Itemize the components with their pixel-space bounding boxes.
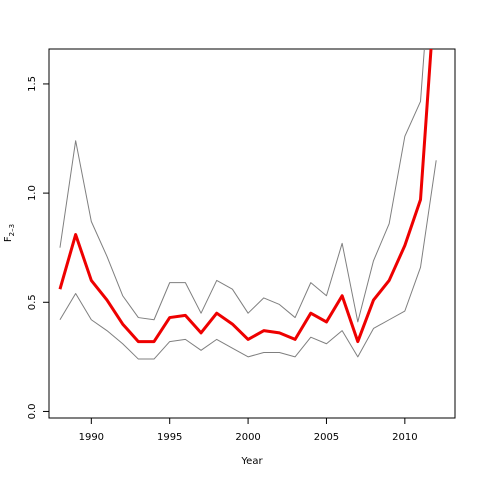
y-tick-label: 1.0 (27, 185, 38, 201)
y-axis-title: F2–3 (3, 224, 16, 242)
y-axis-title-subscript: 2–3 (8, 224, 16, 236)
x-axis-title: Year (240, 456, 263, 467)
y-axis: 0.0 0.5 1.0 1.5 (27, 76, 50, 419)
series-line-estimate (58, 49, 433, 344)
x-tick-label: 2000 (235, 432, 260, 443)
y-axis-title-main: F (3, 236, 14, 242)
plot-frame (48, 48, 456, 419)
y-tick-label: 1.5 (27, 76, 38, 92)
series-layer (58, 49, 437, 360)
x-tick-label: 1990 (79, 432, 104, 443)
x-tick-label: 1995 (157, 432, 182, 443)
y-tick-label: 0.0 (27, 403, 38, 419)
x-axis: 1990 1995 2000 2005 2010 (79, 417, 418, 443)
y-tick-label: 0.5 (27, 294, 38, 310)
x-tick-label: 2010 (392, 432, 417, 443)
series-line-upper (59, 49, 425, 323)
x-tick-label: 2005 (314, 432, 339, 443)
series-line-lower (59, 160, 437, 360)
